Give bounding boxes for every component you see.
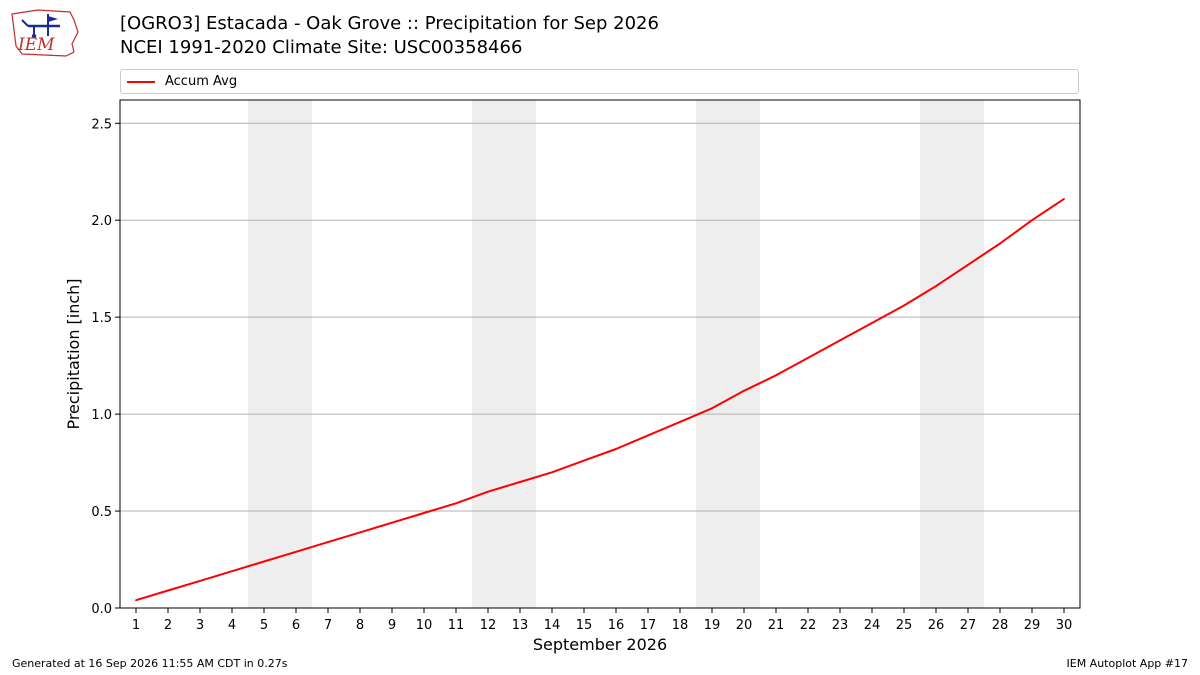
data-point	[871, 322, 873, 324]
data-point	[775, 374, 777, 377]
data-point	[519, 481, 521, 483]
data-point	[551, 471, 553, 474]
y-tick-label: 0.5	[91, 505, 112, 520]
iem-logo: IEM	[11, 9, 79, 57]
data-point	[199, 579, 201, 582]
x-tick-label: 25	[896, 618, 913, 633]
x-tick-label: 24	[864, 618, 881, 633]
data-point	[839, 339, 841, 342]
x-tick-label: 14	[544, 618, 561, 633]
data-point	[487, 490, 489, 493]
weekend-shade-1	[248, 100, 312, 608]
data-point	[263, 560, 265, 563]
data-point	[583, 459, 585, 462]
legend-label-accum-avg: Accum Avg	[165, 74, 238, 89]
y-tick-label: 1.0	[91, 408, 112, 423]
data-point	[903, 304, 905, 307]
x-tick-label: 15	[576, 618, 593, 633]
x-tick-label: 10	[416, 618, 433, 633]
x-tick-label: 9	[388, 618, 396, 633]
x-tick-label: 17	[640, 618, 657, 633]
x-tick-label: 6	[292, 618, 300, 633]
x-tick-label: 13	[512, 618, 529, 633]
x-tick-label: 19	[704, 618, 721, 633]
x-tick-label: 12	[480, 618, 497, 633]
data-point	[295, 550, 297, 553]
data-point	[711, 407, 713, 410]
y-tick-label: 2.0	[91, 214, 112, 229]
x-tick-label: 27	[960, 618, 977, 633]
x-tick-label: 29	[1024, 618, 1041, 633]
x-tick-label: 23	[832, 618, 849, 633]
data-point	[935, 285, 937, 288]
data-point	[231, 570, 233, 573]
weekend-shade-2	[472, 100, 536, 608]
x-tick-label: 4	[228, 618, 236, 633]
data-point	[615, 448, 617, 450]
y-tick-label: 1.5	[91, 311, 112, 326]
data-point	[327, 541, 329, 543]
x-axis-label: September 2026	[533, 635, 667, 654]
x-tick-label: 20	[736, 618, 753, 633]
footer-generated-text: Generated at 16 Sep 2026 11:55 AM CDT in…	[12, 657, 288, 670]
weekend-shade-4	[920, 100, 984, 608]
chart-legend: Accum Avg	[120, 69, 1079, 94]
y-tick-label: 2.5	[91, 117, 112, 132]
data-point	[423, 512, 425, 514]
data-point	[647, 434, 649, 437]
data-point	[135, 599, 137, 602]
x-tick-label: 5	[260, 618, 268, 633]
data-point	[807, 356, 809, 359]
x-tick-label: 16	[608, 618, 625, 633]
footer-app-text: IEM Autoplot App #17	[1066, 657, 1189, 670]
x-tick-label: 7	[324, 618, 332, 633]
data-point	[1063, 197, 1065, 200]
data-point	[359, 531, 361, 534]
x-tick-label: 2	[164, 618, 172, 633]
y-tick-label: 0.0	[91, 602, 112, 617]
series-line-accum-avg	[135, 198, 1065, 602]
chart-title: [OGRO3] Estacada - Oak Grove :: Precipit…	[120, 13, 659, 34]
x-tick-label: 30	[1056, 618, 1073, 633]
x-tick-label: 26	[928, 618, 945, 633]
plot-frame	[119, 99, 1081, 609]
data-point	[999, 242, 1001, 245]
x-tick-label: 22	[800, 618, 817, 633]
x-tick-label: 1	[132, 618, 140, 633]
data-point	[455, 502, 457, 505]
x-tick-label: 18	[672, 618, 689, 633]
data-point	[679, 420, 681, 423]
data-point	[967, 263, 969, 266]
x-tick-label: 11	[448, 618, 465, 633]
svg-text:IEM: IEM	[17, 35, 55, 55]
y-axis-label: Precipitation [inch]	[64, 278, 83, 429]
x-tick-label: 3	[196, 618, 204, 633]
chart-subtitle: NCEI 1991-2020 Climate Site: USC00358466	[120, 37, 523, 58]
x-tick-label: 28	[992, 618, 1009, 633]
data-point	[1031, 219, 1033, 222]
data-point	[391, 521, 393, 524]
x-tick-label: 8	[356, 618, 364, 633]
data-point	[743, 389, 745, 392]
legend-swatch-accum-avg	[127, 81, 155, 83]
data-point	[167, 589, 169, 592]
weekend-shade-3	[696, 100, 760, 608]
x-tick-label: 21	[768, 618, 785, 633]
